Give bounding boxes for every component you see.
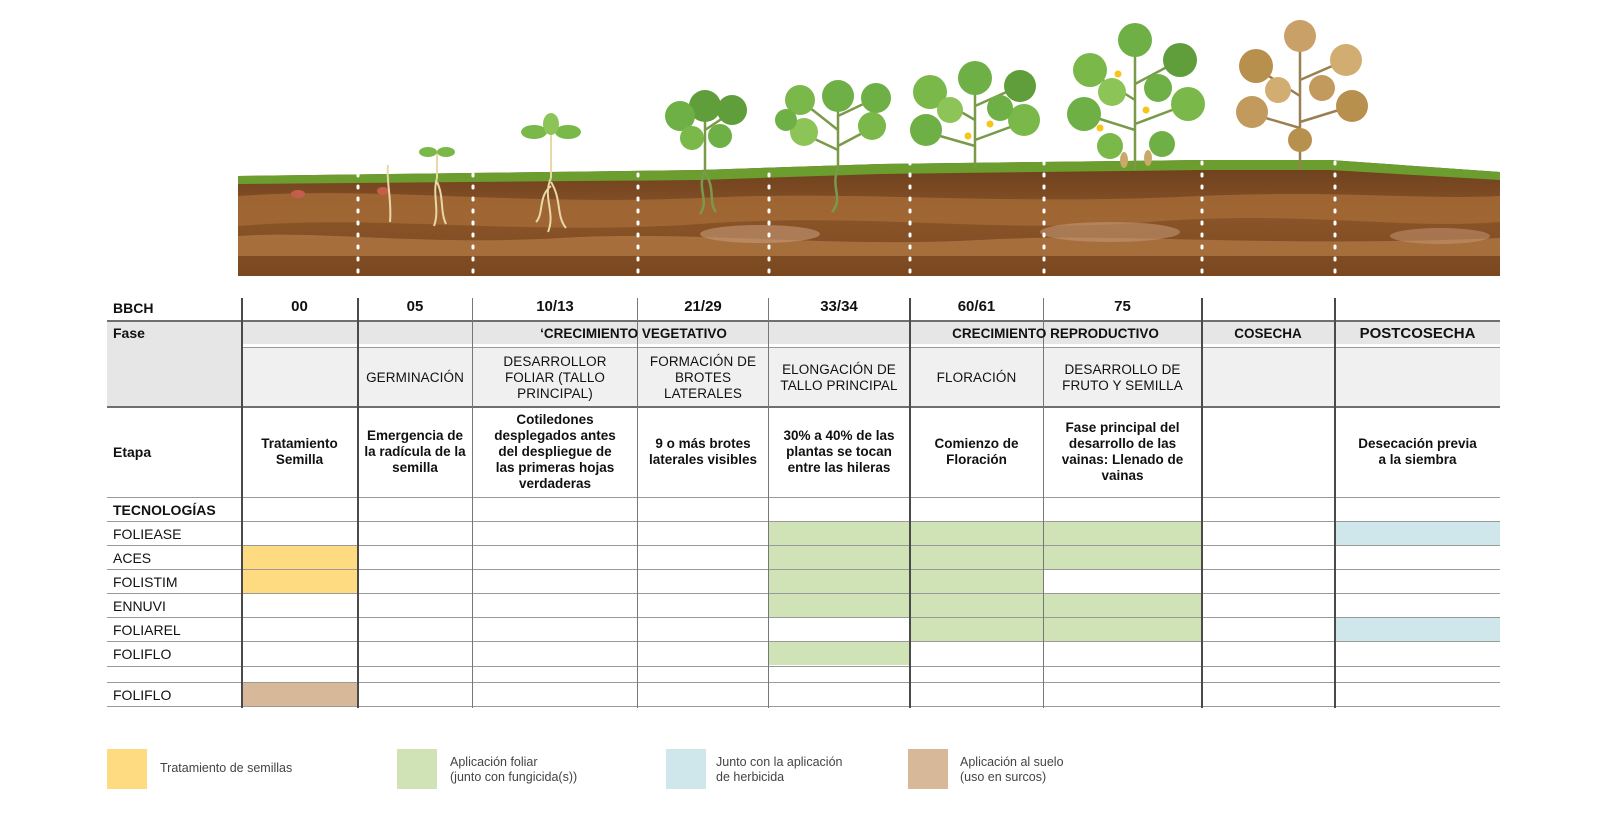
- application-cell-aces-foliar: [769, 546, 910, 569]
- soybean-growth-illustration: [238, 20, 1500, 284]
- subphase-germination: GERMINACIÓN: [366, 370, 464, 385]
- legend-text-herbicide: Junto con la aplicación de herbicida: [716, 755, 843, 784]
- legend-swatch-seed: [107, 749, 147, 789]
- tecnologias-label: TECNOLOGÍAS: [113, 502, 216, 518]
- stage-desiccation: Desecación previa a la siembra: [1358, 436, 1477, 467]
- tech-name: FOLIFLO: [113, 686, 172, 703]
- bbch-code: 21/29: [684, 297, 722, 315]
- application-cell-foliarel-foliar: [910, 618, 1044, 641]
- application-cell-folistim-seed: [242, 570, 358, 593]
- legend-swatch-soil: [908, 749, 948, 789]
- tech-name: ENNUVI: [113, 597, 166, 614]
- subphase-lateral-shoots: FORMACIÓN DE BROTES LATERALES: [649, 354, 757, 401]
- stem-elongation-plant-icon: [775, 80, 891, 213]
- stage-seed-treatment: Tratamiento Semilla: [261, 436, 338, 467]
- application-cell-ennuvi-foliar: [1044, 594, 1202, 617]
- application-cell-ennuvi-foliar: [769, 594, 910, 617]
- pod-filling-plant-icon: [1067, 23, 1205, 170]
- bbch-label: BBCH: [113, 300, 154, 316]
- phase-harvest: COSECHA: [1234, 326, 1302, 341]
- subphase-leaf-development: DESARROLLOR FOLIAR (TALLO PRINCIPAL): [503, 354, 607, 401]
- tech-name: ACES: [113, 549, 152, 566]
- stage-cotyledons: Cotiledones desplegados antes del despli…: [494, 412, 616, 491]
- application-cell-foliease-herbicide: [1335, 522, 1500, 545]
- mature-plant-icon: [1236, 20, 1368, 170]
- application-cell-aces-foliar: [1044, 546, 1202, 569]
- tech-name: FOLIAREL: [113, 621, 181, 638]
- soil-profile: [238, 160, 1500, 276]
- tech-name: FOLISTIM: [113, 573, 178, 590]
- bbch-code: 10/13: [536, 297, 574, 315]
- subphase-stem-elongation: ELONGACIÓN DE TALLO PRINCIPAL: [780, 362, 898, 393]
- radicle-icon: [386, 164, 392, 223]
- flowering-plant-icon: [910, 61, 1040, 168]
- fase-label: Fase: [113, 325, 145, 341]
- phase-vegetative: ‘CRECIMIENTO VEGETATIVO: [540, 326, 727, 341]
- stage-rows-touch: 30% a 40% de las plantas se tocan entre …: [783, 428, 895, 475]
- application-cell-foliflo-foliar: [769, 642, 910, 665]
- stage-radicle: Emergencia de la radícula de la semilla: [364, 428, 466, 475]
- application-cell-folistim-foliar: [910, 570, 1044, 593]
- phase-reproductive: CRECIMIENTO REPRODUCTIVO: [952, 326, 1159, 341]
- stage-dividers: [356, 148, 1337, 284]
- subphase-band: [242, 348, 1500, 406]
- tech-name: FOLIEASE: [113, 525, 182, 542]
- cotyledon-plant-icon: [521, 113, 581, 233]
- seed-icon: [377, 187, 389, 195]
- legend-text-seed: Tratamiento de semillas: [160, 761, 293, 775]
- application-cell-foliarel-foliar: [1044, 618, 1202, 641]
- stage-pod-filling: Fase principal del desarrollo de las vai…: [1061, 420, 1184, 483]
- legend-swatch-herbicide: [666, 749, 706, 789]
- application-cell-foliarel-herbicide: [1335, 618, 1500, 641]
- tech-name: FOLIFLO: [113, 645, 172, 662]
- fase-band: [242, 320, 1500, 344]
- application-cell-foliease-foliar: [910, 522, 1044, 545]
- legend-text-foliar: Aplicación foliar (junto con fungicida(s…: [450, 755, 578, 784]
- fase-label-band: [107, 320, 242, 406]
- seedling-icon: [419, 147, 455, 227]
- stage-flowering-start: Comienzo de Floración: [934, 436, 1019, 467]
- application-cell-folistim-foliar: [769, 570, 910, 593]
- legend-swatch-foliar: [397, 749, 437, 789]
- bbch-code: 75: [1114, 297, 1131, 315]
- application-cell-soil-foliflo-soil: [242, 683, 358, 706]
- application-cell-foliease-foliar: [769, 522, 910, 545]
- application-cell-aces-foliar: [910, 546, 1044, 569]
- application-cell-aces-seed: [242, 546, 358, 569]
- lateral-shoots-plant-icon: [665, 90, 747, 215]
- subphase-fruit-seed: DESARROLLO DE FRUTO Y SEMILLA: [1062, 362, 1183, 393]
- etapa-label: Etapa: [113, 444, 152, 460]
- legend-text-soil: Aplicación al suelo (uso en surcos): [960, 755, 1064, 784]
- stage-lateral-shoots: 9 o más brotes laterales visibles: [648, 436, 758, 467]
- phase-postharvest: POSTCOSECHA: [1359, 325, 1476, 342]
- application-cell-foliease-foliar: [1044, 522, 1202, 545]
- application-cell-ennuvi-foliar: [910, 594, 1044, 617]
- subphase-flowering: FLORACIÓN: [936, 370, 1017, 385]
- bbch-code: 00: [291, 297, 308, 315]
- bbch-code: 33/34: [820, 297, 858, 315]
- bbch-code: 60/61: [957, 297, 996, 315]
- seed-icon: [291, 190, 305, 198]
- bbch-code: 05: [406, 297, 424, 315]
